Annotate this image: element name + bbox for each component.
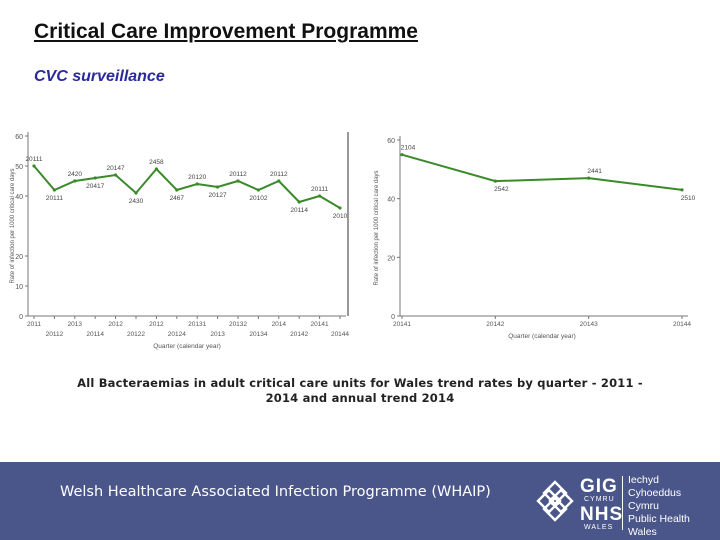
data-label: 2104: [401, 145, 416, 152]
x-tick-label: 20132: [229, 321, 247, 328]
chart-caption: All Bacteraemias in adult critical care …: [77, 376, 643, 405]
logo-nhs-text: NHS: [580, 504, 624, 525]
data-point: [114, 173, 118, 177]
slide-subtitle: CVC surveillance: [34, 68, 165, 85]
x-tick-label: 20114: [86, 331, 104, 338]
data-point: [318, 194, 322, 198]
y-axis-label: Rate of infection per 1000 critical care…: [10, 168, 16, 283]
celtic-knot-icon: [536, 480, 574, 522]
x-tick-label: 20124: [168, 331, 186, 338]
data-label: 20111: [25, 156, 42, 163]
x-tick-label: 2014: [272, 321, 287, 328]
y-tick-label: 20: [15, 254, 23, 261]
data-point: [680, 188, 684, 192]
data-point: [338, 206, 342, 210]
data-point: [175, 188, 179, 192]
data-label: 2430: [129, 198, 144, 205]
data-point: [400, 153, 404, 157]
data-point: [93, 176, 97, 180]
x-tick-label: 20131: [188, 321, 206, 328]
x-tick-label: 2011: [27, 321, 41, 328]
data-point: [154, 167, 158, 171]
slide-title: Critical Care Improvement Programme: [34, 20, 418, 43]
y-tick-label: 10: [15, 284, 23, 291]
logo-gig-text: GIG: [580, 476, 618, 497]
x-tick-label: 20142: [290, 331, 308, 338]
data-point: [236, 179, 240, 183]
data-point: [32, 164, 36, 168]
data-point: [587, 176, 591, 180]
y-tick-label: 20: [387, 255, 395, 262]
data-point: [256, 188, 260, 192]
data-label: 2510: [681, 195, 696, 202]
data-point: [195, 182, 199, 186]
nhs-wales-logo: GIG CYMRU NHS WALES Iechyd Cyhoeddus Cym…: [532, 472, 712, 538]
footer-text: Welsh Healthcare Associated Infection Pr…: [60, 484, 491, 500]
y-tick-label: 50: [15, 164, 23, 171]
logo-org-line: Cymru: [628, 500, 659, 512]
series-line: [401, 153, 683, 191]
data-point: [216, 185, 220, 189]
logo-org-line: Wales: [628, 526, 657, 538]
data-point: [297, 200, 301, 204]
data-label: 20111: [311, 186, 328, 193]
x-tick-label: 2013: [68, 321, 83, 328]
series-line: [33, 165, 341, 209]
logo-cymru-text: CYMRU: [584, 496, 615, 503]
data-label: 20147: [107, 165, 125, 172]
x-tick-label: 20141: [393, 321, 411, 328]
data-label: 2010: [333, 213, 348, 220]
data-label: 20120: [188, 174, 206, 181]
data-label: 20111: [46, 195, 63, 202]
annual-trend-chart: 0 20 40 60 20141 20142 20143 20144 2104 2542 2441 2…: [374, 136, 696, 340]
y-tick-label: 60: [15, 134, 23, 141]
data-label: 20114: [290, 207, 308, 214]
y-tick-label: 0: [19, 314, 23, 321]
y-tick-label: 40: [15, 194, 23, 201]
x-tick-label: 20122: [127, 331, 145, 338]
x-tick-label: 20143: [580, 321, 598, 328]
data-point: [277, 179, 281, 183]
footer-bar: Welsh Healthcare Associated Infection Pr…: [0, 462, 720, 540]
data-point: [493, 179, 497, 183]
logo-org-line: Public Health: [628, 513, 690, 525]
x-tick-label: 20112: [46, 331, 64, 338]
x-tick-label: 20144: [331, 331, 349, 338]
data-point: [73, 179, 77, 183]
data-point: [52, 188, 57, 192]
data-label: 20417: [86, 183, 104, 190]
data-label: 2458: [149, 159, 164, 166]
x-tick-label: 2013: [210, 331, 225, 338]
data-label: 20112: [229, 171, 247, 178]
data-label: 20127: [209, 192, 227, 199]
x-axis-label: Quarter (calendar year): [153, 343, 221, 350]
y-tick-label: 40: [387, 197, 395, 204]
data-label: 20112: [270, 171, 288, 178]
data-label: 2467: [170, 195, 185, 202]
quarterly-trend-chart: 0102040506020112011220132011420122012220…: [10, 132, 349, 350]
y-tick-label: 60: [387, 138, 395, 145]
x-tick-label: 2012: [108, 321, 123, 328]
data-label: 20102: [249, 195, 267, 202]
data-label: 2420: [68, 171, 83, 178]
data-point: [134, 191, 138, 195]
logo-org-line: Iechyd Cyhoeddus: [628, 474, 682, 499]
logo-org-name: Iechyd Cyhoeddus Cymru Public Health Wal…: [628, 474, 712, 539]
x-tick-label: 20144: [673, 321, 691, 328]
x-tick-label: 2012: [149, 321, 164, 328]
x-tick-label: 20142: [486, 321, 504, 328]
logo-wales-text: WALES: [584, 524, 614, 531]
x-tick-label: 20134: [249, 331, 267, 338]
y-tick-label: 0: [391, 314, 395, 321]
x-tick-label: 20141: [311, 321, 329, 328]
y-axis-label: Rate of infection per 1000 critical care…: [374, 170, 380, 285]
data-label: 2542: [494, 186, 509, 193]
logo-divider: [622, 476, 623, 530]
x-axis-label: Quarter (calendar year): [508, 333, 576, 340]
data-label: 2441: [587, 168, 602, 175]
